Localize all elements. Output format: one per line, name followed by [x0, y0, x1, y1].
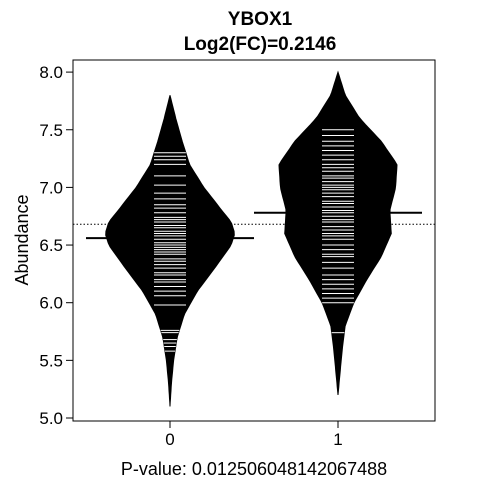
- x-axis-label: P-value: 0.012506048142067488: [121, 459, 387, 479]
- x-tick-label: 1: [333, 430, 342, 449]
- x-tick-label: 0: [165, 430, 174, 449]
- y-tick-label: 6.5: [39, 236, 63, 255]
- y-tick-label: 5.0: [39, 409, 63, 428]
- y-tick-label: 6.0: [39, 294, 63, 313]
- bean-marks: [73, 70, 435, 407]
- y-tick-label: 5.5: [39, 351, 63, 370]
- chart-title: YBOX1: [228, 9, 293, 30]
- y-axis: 5.0 5.5 6.0 6.5 7.0 7.5 8.0: [39, 63, 74, 428]
- bean-shape-0: [105, 95, 235, 407]
- y-axis-label: Abundance: [12, 194, 32, 285]
- y-tick-label: 7.5: [39, 121, 63, 140]
- y-tick-label: 7.0: [39, 178, 63, 197]
- chart-subtitle: Log2(FC)=0.2146: [184, 34, 337, 55]
- y-tick-label: 8.0: [39, 63, 63, 82]
